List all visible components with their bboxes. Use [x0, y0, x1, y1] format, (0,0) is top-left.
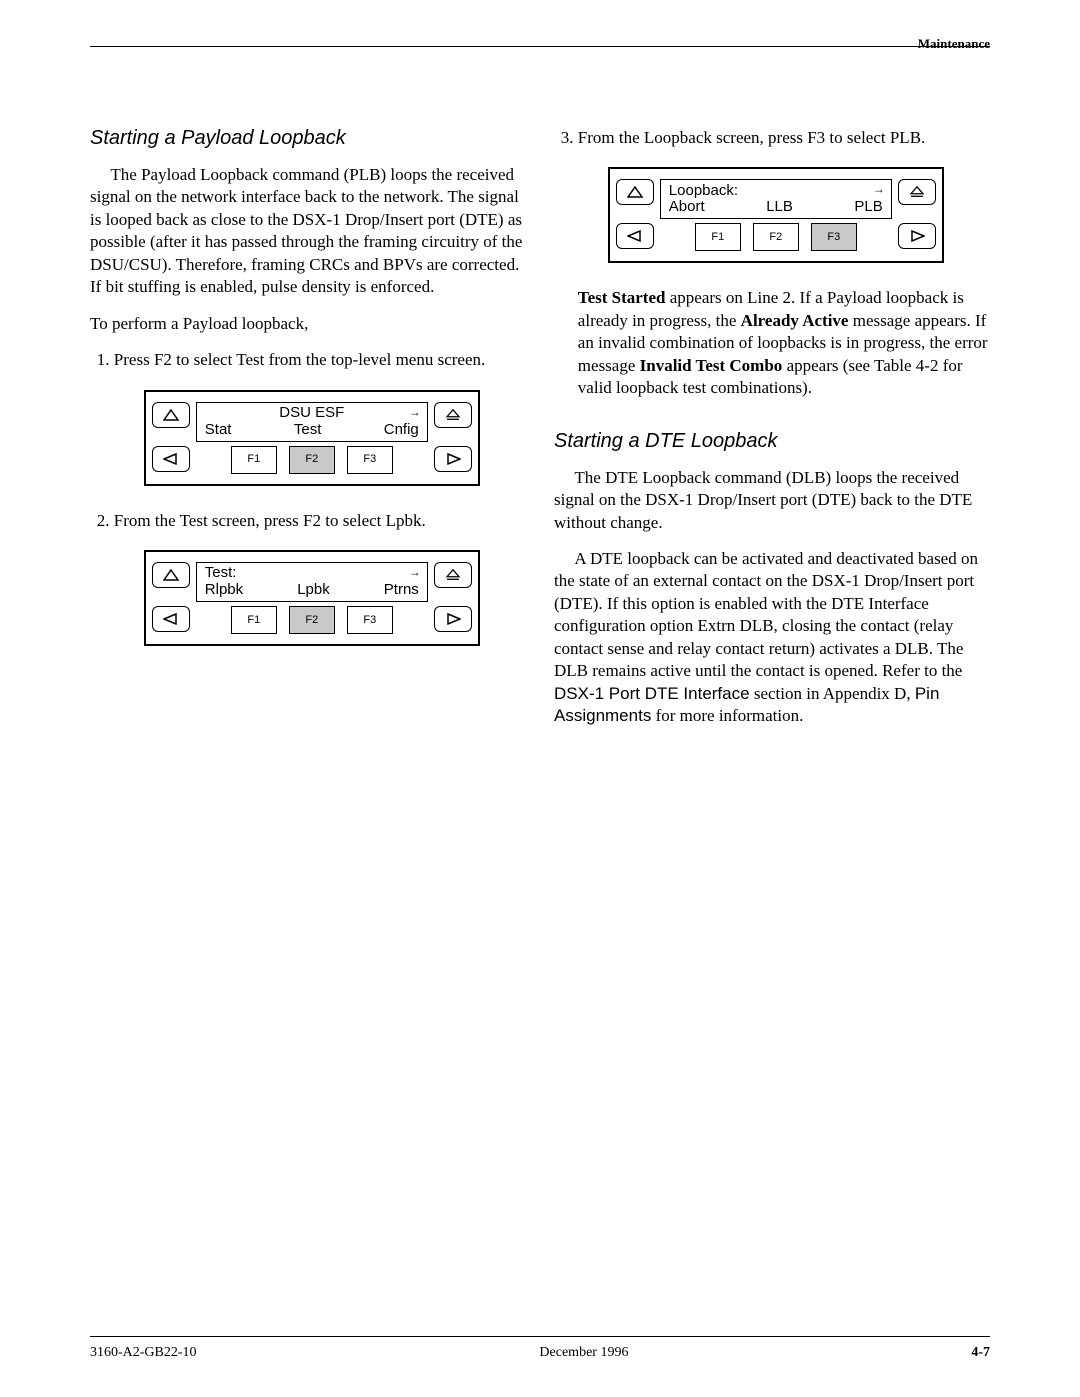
- content-columns: Starting a Payload Loopback The Payload …: [90, 127, 990, 741]
- lcd2-opt-1: Lpbk: [297, 582, 330, 599]
- lcd3-f3[interactable]: F3: [811, 223, 857, 251]
- right-arrow-icon: →: [409, 565, 421, 581]
- lcd3-opt-0: Abort: [669, 199, 705, 216]
- p3a: A DTE loopback can be activated and deac…: [554, 549, 978, 680]
- lcd1-screen: → DSU ESF Stat Test Cnfig: [196, 402, 428, 442]
- lcd2-f1[interactable]: F1: [231, 606, 277, 634]
- p3c: section in Appendix D,: [750, 684, 915, 703]
- lcd3-opt-1: LLB: [766, 199, 793, 216]
- header-section: Maintenance: [918, 36, 990, 52]
- up-button[interactable]: [616, 179, 654, 205]
- lcd1-title: DSU ESF: [205, 405, 419, 422]
- eject-button[interactable]: [434, 562, 472, 588]
- right-column: From the Loopback screen, press F3 to se…: [554, 127, 990, 741]
- lcd1-opt-0: Stat: [205, 422, 232, 439]
- steps-list-right: From the Loopback screen, press F3 to se…: [554, 127, 990, 400]
- lcd1-f2[interactable]: F2: [289, 446, 335, 474]
- para-result: Test Started appears on Line 2. If a Pay…: [578, 287, 990, 399]
- left-button[interactable]: [152, 446, 190, 472]
- up-button[interactable]: [152, 402, 190, 428]
- lcd3-f2[interactable]: F2: [753, 223, 799, 251]
- lcd3-f1[interactable]: F1: [695, 223, 741, 251]
- lcd1-opt-2: Cnfig: [384, 422, 419, 439]
- para-dlb-desc: The DTE Loopback command (DLB) loops the…: [554, 467, 990, 534]
- lcd2-opt-2: Ptrns: [384, 582, 419, 599]
- footer-date: December 1996: [539, 1345, 628, 1361]
- step-3-text: From the Loopback screen, press F3 to se…: [578, 128, 926, 147]
- result-b3: Invalid Test Combo: [640, 356, 783, 375]
- right-arrow-icon: →: [409, 405, 421, 421]
- lcd2-opt-0: Rlpbk: [205, 582, 243, 599]
- right-button[interactable]: [898, 223, 936, 249]
- step-3: From the Loopback screen, press F3 to se…: [578, 127, 990, 400]
- right-button[interactable]: [434, 446, 472, 472]
- right-button[interactable]: [434, 606, 472, 632]
- lcd3-line1: Loopback:: [669, 183, 883, 200]
- lcd2-line1: Test:: [205, 565, 419, 582]
- lcd3-screen: → Loopback: Abort LLB PLB: [660, 179, 892, 219]
- lcd1-f3[interactable]: F3: [347, 446, 393, 474]
- para-plb-desc: The Payload Loopback command (PLB) loops…: [90, 164, 526, 299]
- lcd-panel-1: → DSU ESF Stat Test Cnfig: [144, 390, 526, 486]
- left-column: Starting a Payload Loopback The Payload …: [90, 127, 526, 741]
- result-b2: Already Active: [741, 311, 849, 330]
- heading-dte-loopback: Starting a DTE Loopback: [554, 430, 990, 453]
- lcd2-f3[interactable]: F3: [347, 606, 393, 634]
- eject-button[interactable]: [898, 179, 936, 205]
- lcd3-opt-2: PLB: [854, 199, 882, 216]
- right-arrow-icon: →: [873, 182, 885, 198]
- p3e: for more information.: [651, 706, 803, 725]
- footer-doc-id: 3160-A2-GB22-10: [90, 1345, 197, 1361]
- eject-button[interactable]: [434, 402, 472, 428]
- lcd-panel-2: → Test: Rlpbk Lpbk Ptrns: [144, 550, 526, 646]
- page-footer: 3160-A2-GB22-10 December 1996 4-7: [90, 1336, 990, 1361]
- lcd2-screen: → Test: Rlpbk Lpbk Ptrns: [196, 562, 428, 602]
- step-1-text: Press F2 to select Test from the top-lev…: [114, 350, 485, 369]
- lcd1-opt-1: Test: [294, 422, 322, 439]
- footer-page: 4-7: [971, 1345, 990, 1361]
- para-dlb-ext: A DTE loopback can be activated and deac…: [554, 548, 990, 728]
- lcd1-f1[interactable]: F1: [231, 446, 277, 474]
- step-2: From the Test screen, press F2 to select…: [114, 510, 526, 646]
- header-rule: [90, 46, 990, 47]
- up-button[interactable]: [152, 562, 190, 588]
- result-b1: Test Started: [578, 288, 666, 307]
- lcd2-f2[interactable]: F2: [289, 606, 335, 634]
- left-button[interactable]: [616, 223, 654, 249]
- para-plb-intro: To perform a Payload loopback,: [90, 313, 526, 335]
- left-button[interactable]: [152, 606, 190, 632]
- lcd-panel-3: → Loopback: Abort LLB PLB: [608, 167, 990, 263]
- heading-payload-loopback: Starting a Payload Loopback: [90, 127, 526, 150]
- p3b: DSX-1 Port DTE Interface: [554, 684, 750, 703]
- steps-list-left: Press F2 to select Test from the top-lev…: [90, 349, 526, 646]
- step-2-text: From the Test screen, press F2 to select…: [114, 511, 426, 530]
- step-1: Press F2 to select Test from the top-lev…: [114, 349, 526, 485]
